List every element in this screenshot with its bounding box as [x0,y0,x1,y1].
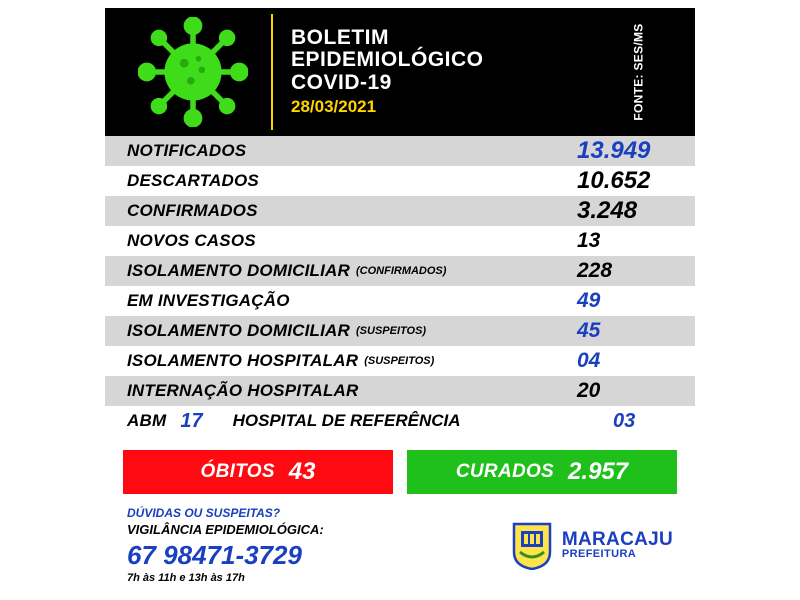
row-descartados: DESCARTADOS 10.652 [105,166,695,196]
label: ISOLAMENTO DOMICILIAR [127,261,350,281]
value-abm: 17 [180,410,202,433]
label-hospital-ref: HOSPITAL DE REFERÊNCIA [233,411,461,431]
value: 3.248 [577,197,673,225]
obitos-label: ÓBITOS [201,461,275,483]
value: 45 [577,319,673,343]
value-hospital-ref: 03 [613,410,673,433]
contact-question: DÚVIDAS OU SUSPEITAS? [127,506,324,520]
summary-boxes: ÓBITOS 43 CURADOS 2.957 [105,450,695,494]
curados-value: 2.957 [568,458,628,486]
label: EM INVESTIGAÇÃO [127,291,290,311]
value: 13.949 [577,137,673,165]
value: 20 [577,379,673,403]
row-abm-hospital: ABM 17 HOSPITAL DE REFERÊNCIA 03 [105,406,695,436]
logo-sub: PREFEITURA [562,549,673,560]
value: 228 [577,259,673,283]
label: ISOLAMENTO HOSPITALAR [127,351,358,371]
row-confirmados: CONFIRMADOS 3.248 [105,196,695,226]
label: CONFIRMADOS [127,201,258,221]
contact-dept: VIGILÂNCIA EPIDEMIOLÓGICA: [127,522,324,537]
stats-table: NOTIFICADOS 13.949 DESCARTADOS 10.652 CO… [105,136,695,436]
curados-label: CURADOS [456,461,554,483]
title-line-3: COVID-19 [291,72,484,94]
shield-icon [510,520,554,570]
sublabel: (SUSPEITOS) [364,355,434,367]
contact-hours: 7h às 11h e 13h às 17h [127,572,324,584]
label: INTERNAÇÃO HOSPITALAR [127,381,359,401]
row-investigacao: EM INVESTIGAÇÃO 49 [105,286,695,316]
sublabel: (CONFIRMADOS) [356,265,446,277]
label: DESCARTADOS [127,171,259,191]
sublabel: (SUSPEITOS) [356,325,426,337]
row-internacao: INTERNAÇÃO HOSPITALAR 20 [105,376,695,406]
box-obitos: ÓBITOS 43 [123,450,393,494]
row-novos-casos: NOVOS CASOS 13 [105,226,695,256]
value: 10.652 [577,167,673,195]
title-line-1: BOLETIM [291,27,484,49]
virus-icon [123,8,263,136]
bulletin-date: 28/03/2021 [291,97,484,117]
title-line-2: EPIDEMIOLÓGICO [291,49,484,71]
row-notificados: NOTIFICADOS 13.949 [105,136,695,166]
logo-text: MARACAJU PREFEITURA [562,530,673,560]
label-abm: ABM [127,411,166,431]
row-isolamento-dom-conf: ISOLAMENTO DOMICILIAR (CONFIRMADOS) 228 [105,256,695,286]
contact-phone: 67 98471-3729 [127,540,324,571]
header: BOLETIM EPIDEMIOLÓGICO COVID-19 28/03/20… [105,8,695,136]
bulletin-card: BOLETIM EPIDEMIOLÓGICO COVID-19 28/03/20… [105,8,695,590]
value: 04 [577,349,673,373]
label: ISOLAMENTO DOMICILIAR [127,321,350,341]
value: 49 [577,289,673,313]
label: NOTIFICADOS [127,141,246,161]
logo-city: MARACAJU [562,530,673,549]
value: 13 [577,229,673,253]
obitos-value: 43 [289,458,316,486]
box-curados: CURADOS 2.957 [407,450,677,494]
row-isolamento-hosp-susp: ISOLAMENTO HOSPITALAR (SUSPEITOS) 04 [105,346,695,376]
footer: DÚVIDAS OU SUSPEITAS? VIGILÂNCIA EPIDEMI… [105,494,695,590]
title-block: BOLETIM EPIDEMIOLÓGICO COVID-19 28/03/20… [271,14,484,129]
contact-block: DÚVIDAS OU SUSPEITAS? VIGILÂNCIA EPIDEMI… [127,506,324,584]
label: NOVOS CASOS [127,231,256,251]
source-label: FONTE: SES/MS [631,23,645,120]
city-logo: MARACAJU PREFEITURA [510,520,673,570]
row-isolamento-dom-susp: ISOLAMENTO DOMICILIAR (SUSPEITOS) 45 [105,316,695,346]
